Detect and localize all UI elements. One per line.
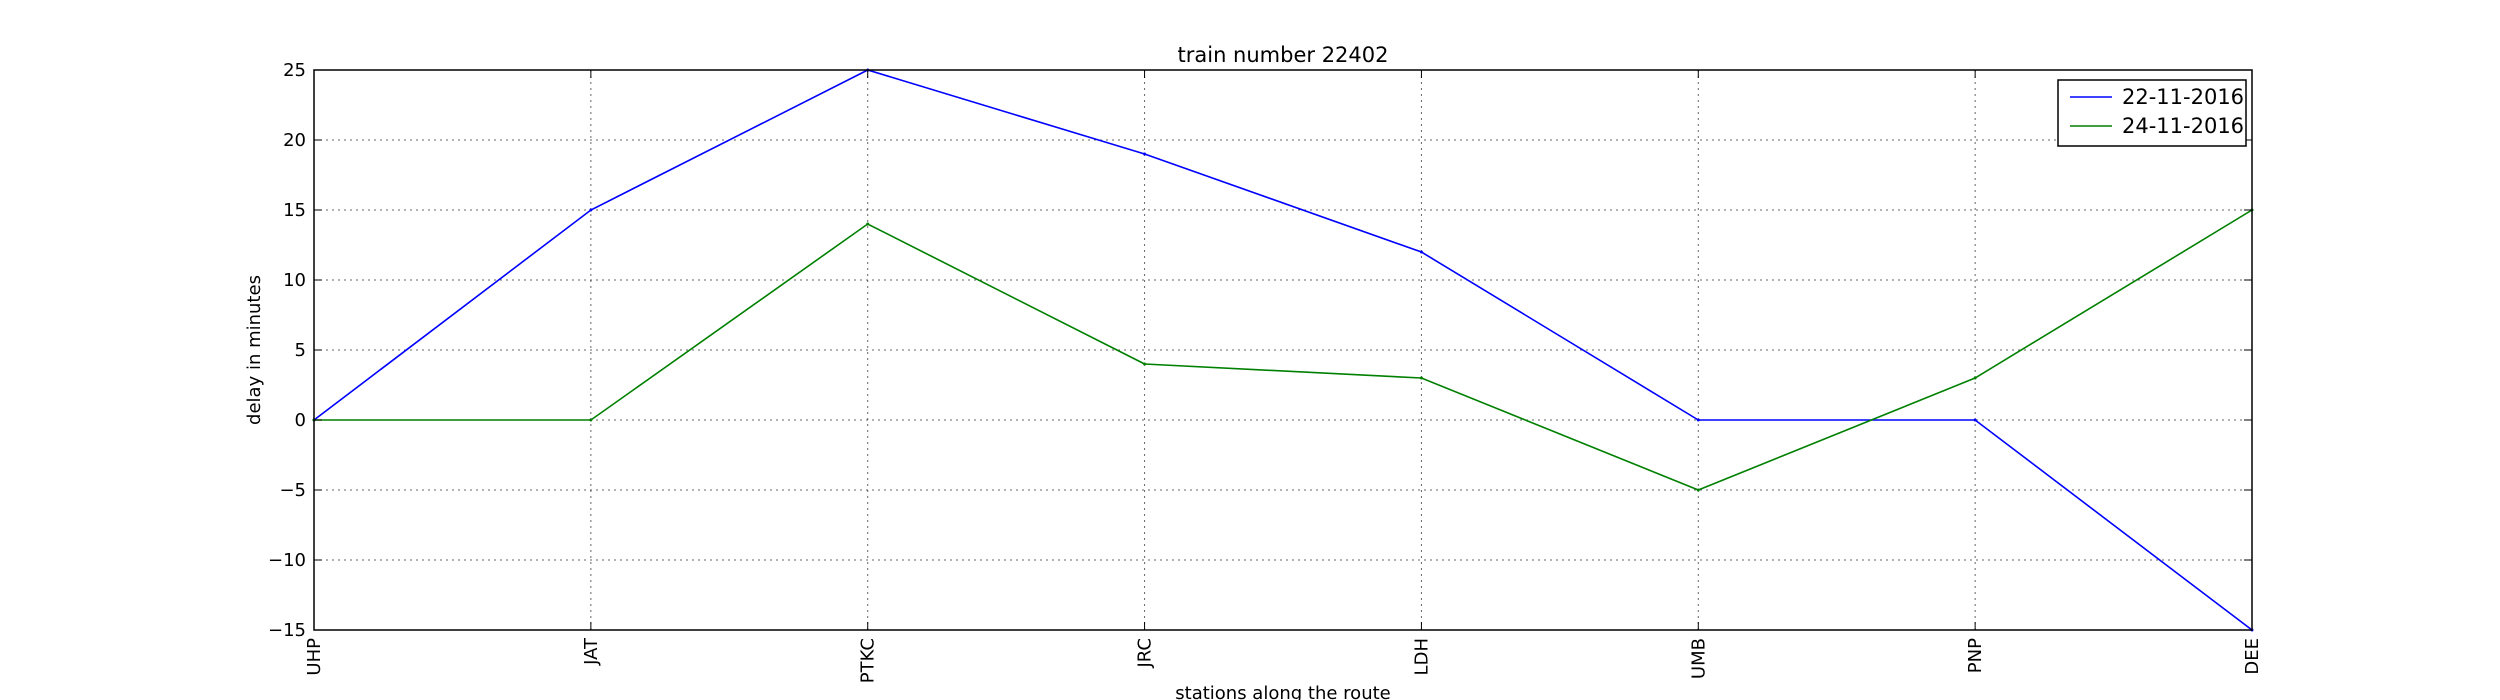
data-point	[1973, 376, 1977, 380]
y-tick-label: 10	[283, 270, 306, 291]
x-tick-label: LDH	[1411, 638, 1432, 675]
tick-layer: −15 −10 −5 0 5 10 15 20 25 UHP JAT PTKC JRC LDH UMB PNP…	[268, 60, 2263, 683]
data-point	[589, 418, 593, 422]
data-point	[1696, 488, 1700, 492]
legend-label: 24-11-2016	[2122, 114, 2244, 138]
grid-layer	[314, 70, 2252, 630]
x-axis-label: stations along the route	[1175, 683, 1390, 700]
chart-title: train number 22402	[1178, 43, 1389, 67]
series-line-1	[313, 69, 2253, 631]
series-layer	[312, 68, 2254, 632]
y-tick-label: 0	[295, 410, 306, 431]
y-tick-label: −5	[279, 480, 306, 501]
x-tick-label: DEE	[2242, 638, 2263, 675]
y-tick-label: −15	[268, 620, 306, 641]
y-tick-label: 15	[283, 200, 306, 221]
series-line-2	[314, 209, 2253, 491]
x-tick-label: JRC	[1135, 638, 1156, 669]
legend: 22-11-2016 24-11-2016	[2057, 79, 2247, 147]
data-point	[1696, 418, 1700, 422]
data-point	[866, 222, 870, 226]
x-tick-label: JAT	[581, 637, 602, 666]
data-point	[1973, 418, 1977, 422]
data-point	[1419, 376, 1423, 380]
data-point	[1143, 152, 1147, 156]
x-tick-label: PTKC	[858, 638, 879, 683]
data-point	[1143, 362, 1147, 366]
x-tick-label: UHP	[304, 638, 325, 676]
legend-box	[2057, 79, 2247, 147]
y-axis-label: delay in minutes	[244, 275, 265, 425]
y-tick-label: 20	[283, 130, 306, 151]
y-tick-label: 25	[283, 60, 306, 81]
x-tick-label: UMB	[1688, 638, 1709, 679]
data-point	[589, 208, 593, 212]
y-tick-label: −10	[268, 550, 306, 571]
legend-label: 22-11-2016	[2122, 85, 2244, 109]
x-tick-label: PNP	[1965, 638, 1986, 673]
y-tick-label: 5	[295, 340, 306, 361]
plot-frame	[313, 69, 2253, 631]
data-point	[1419, 250, 1423, 254]
